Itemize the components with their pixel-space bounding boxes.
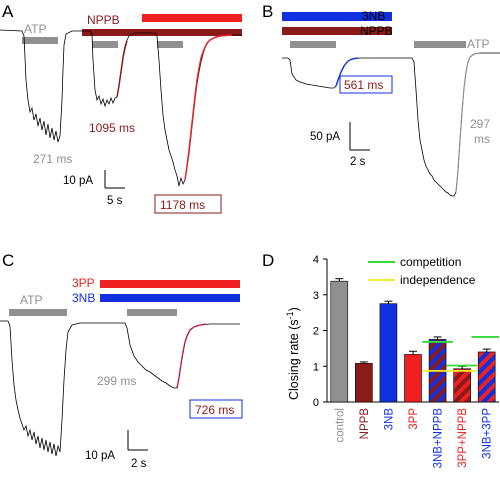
panel-a-tau-1: 271 ms [33, 152, 72, 166]
panel-a-scale-current: 10 pA [63, 175, 93, 187]
panel-c-atp-bar-2 [127, 309, 177, 316]
panel-a-nppb-label: NPPB [87, 13, 120, 27]
panel-b-letter: B [262, 2, 273, 21]
panel-a-fit-3pp [184, 34, 233, 181]
x-category-label: 3NB+NPPB [433, 408, 445, 469]
panel-d-ylabel-sup: -1 [285, 311, 295, 319]
y-tick-label: 1 [313, 361, 319, 373]
panel-d-predictions [422, 336, 499, 372]
panel-b-3nb-bar [282, 12, 392, 21]
panel-a-nppb-bar [82, 29, 242, 36]
panel-d-letter: D [262, 251, 274, 270]
panel-c-atp-bar-1 [9, 309, 67, 316]
panel-c-3nb-label: 3NB [72, 291, 95, 305]
y-tick-label: 2 [313, 326, 319, 338]
bar-3nb [379, 303, 398, 403]
panel-d-xlabels: control NPPB 3NB 3PP 3NB+NPPB 3PP+NPPB 3NB+3PP [334, 408, 493, 469]
panel-b-atp-bar-1 [290, 41, 336, 48]
y-tick-label: 3 [313, 290, 319, 302]
panel-d-ylabel: Closing rate (s-1) [285, 307, 301, 400]
panel-c-3nb-bar [100, 294, 240, 302]
panel-c: C 3PP 3NB ATP 299 ms 726 ms 10 pA 2 s [0, 251, 243, 470]
bar-3nb-3pp [477, 351, 496, 403]
y-tick-label: 4 [313, 254, 319, 266]
x-category-label: 3PP+NPPB [457, 408, 469, 468]
panel-a-atp-label: ATP [24, 22, 46, 36]
x-category-label: 3PP [408, 408, 420, 430]
panel-c-3pp-bar [100, 280, 240, 288]
panel-a-tau-3: 1178 ms [160, 198, 205, 212]
panel-c-fit [176, 323, 207, 389]
panel-b-nppb-bar [282, 27, 392, 35]
legend-competition-label: competition [400, 255, 461, 269]
panel-c-letter: C [2, 251, 14, 270]
panel-a-fit-nppb [116, 40, 128, 98]
panel-c-scale-current: 10 pA [85, 450, 115, 462]
panel-d-ylabel-main: Closing rate (s [287, 319, 301, 400]
bar-3pp-nppb [453, 368, 471, 403]
panel-a-tau-3-box [154, 194, 222, 214]
panel-a-tau-2: 1095 ms [89, 121, 135, 135]
panel-d-legend: competition independence [368, 255, 476, 287]
panel-b: B 3NB NPPB ATP 561 ms 297 ms 50 pA 2 s [262, 2, 500, 197]
panel-b-atp-label: ATP [467, 37, 489, 51]
panel-b-scale-time: 2 s [350, 156, 366, 168]
panel-a: A ATP NPPB 3PP 271 ms 1095 ms 1178 ms 10… [0, 0, 242, 214]
panel-c-atp-label: ATP [20, 293, 42, 307]
panel-c-scale-time: 2 s [131, 458, 147, 470]
panel-b-nppb-label: NPPB [360, 24, 393, 38]
panel-a-scale-time: 5 s [107, 195, 123, 207]
panel-d-bars [330, 278, 496, 403]
panel-b-tau-1-box [339, 75, 393, 94]
panel-b-tau-2-value: 297 [470, 117, 490, 131]
legend-independence-label: independence [400, 273, 476, 287]
panel-c-current-trace [0, 320, 240, 457]
panel-c-tau-2: 726 ms [195, 403, 234, 417]
panel-c-tau-1: 299 ms [97, 374, 136, 388]
bar-control [330, 280, 349, 403]
bar-3pp [404, 354, 422, 403]
panel-b-3nb-label: 3NB [362, 9, 385, 23]
y-tick-label: 0 [313, 397, 319, 409]
panel-a-atp-bar-3 [157, 41, 183, 48]
panel-b-tau-2-unit: ms [474, 132, 490, 146]
panel-a-atp-bar-2 [92, 41, 118, 48]
panel-b-current-trace [282, 52, 500, 197]
panel-c-fit-blue [176, 323, 207, 389]
panel-a-atp-bar [22, 37, 58, 44]
panel-b-scale-current: 50 pA [310, 131, 340, 143]
panel-b-fit-2 [455, 52, 481, 193]
x-category-label: control [334, 408, 346, 443]
panel-a-letter: A [2, 2, 14, 21]
x-category-label: 3NB+3PP [482, 408, 494, 459]
x-category-label: 3NB [383, 408, 395, 431]
panel-b-tau-1: 561 ms [344, 78, 383, 92]
bar-nppb [355, 363, 373, 403]
panel-b-atp-bar-2 [414, 41, 466, 48]
panel-d-ylabel-end: ) [287, 307, 301, 311]
x-category-label: NPPB [359, 408, 371, 440]
panel-c-3pp-label: 3PP [72, 276, 95, 290]
panel-c-tau-2-box [189, 399, 243, 419]
panel-a-3pp-label: 3PP [160, 0, 183, 14]
panel-d: D Closing rate (s-1) 0 1 2 3 4 control NPPB 3N… [262, 251, 499, 468]
panel-b-fit-1 [335, 57, 359, 87]
panel-a-3pp-bar [142, 14, 242, 22]
